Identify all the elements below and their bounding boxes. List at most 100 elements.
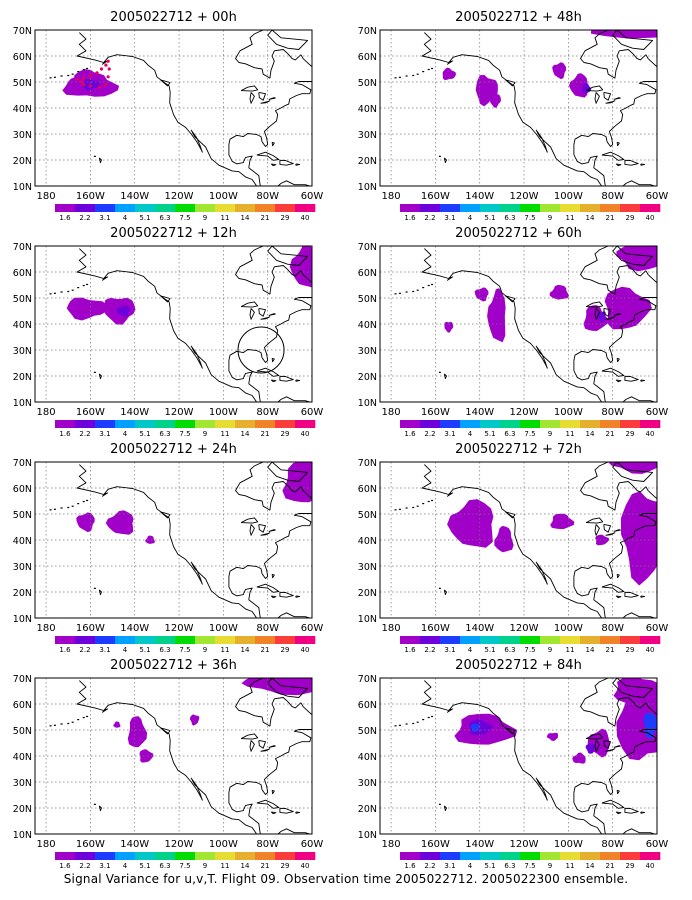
coastline <box>585 517 604 524</box>
colorbar-swatch <box>175 420 196 428</box>
colorbar-swatch <box>215 204 236 212</box>
coastline <box>93 371 96 374</box>
coastline <box>98 805 102 812</box>
colorbar-swatch <box>440 636 461 644</box>
lon-label: 100W <box>209 623 238 634</box>
colorbar-swatch <box>275 636 296 644</box>
target-circle <box>237 326 285 374</box>
colorbar-label: 3.1 <box>444 430 455 438</box>
colorbar-label: 1.6 <box>59 646 71 654</box>
colorbar-swatch <box>400 852 421 860</box>
coastline <box>271 789 275 795</box>
colorbar-swatch <box>115 852 136 860</box>
lat-label: 40N <box>358 752 377 763</box>
colorbar-swatch <box>420 420 441 428</box>
colorbar-swatch <box>115 420 136 428</box>
coastline <box>422 287 425 289</box>
coastline <box>235 678 302 727</box>
colorbar-label: 14 <box>586 646 595 654</box>
colorbar-label: 1.6 <box>404 646 416 654</box>
coastline <box>573 270 657 402</box>
coastline <box>394 725 397 727</box>
colorbar-label: 9 <box>548 430 552 438</box>
colorbar-label: 11 <box>221 862 230 870</box>
colorbar-label: 6.3 <box>504 214 515 222</box>
coastline <box>53 76 56 78</box>
lon-label: 180 <box>382 191 401 202</box>
variance-region <box>552 62 567 80</box>
colorbar-swatch <box>55 636 76 644</box>
colorbar-label: 4 <box>468 214 473 222</box>
coastline <box>71 289 74 291</box>
colorbar-swatch <box>195 636 216 644</box>
variance-region <box>66 297 107 321</box>
colorbar-swatch <box>560 636 581 644</box>
colorbar-label: 4 <box>468 862 473 870</box>
lat-label: 30N <box>358 130 377 141</box>
map-frame <box>34 29 313 187</box>
coastline <box>77 719 80 721</box>
lon-label: 160W <box>76 191 105 202</box>
panel-title: 2005022712 + 36h <box>110 658 237 673</box>
map-panel: 2005022712 + 12h 70N 60N 50N 40N 30N 20N 10N 180… <box>13 226 324 438</box>
colorbar-label: 1.6 <box>59 430 71 438</box>
coastline <box>601 799 625 809</box>
colorbar-swatch <box>640 204 661 212</box>
lon-label: 80W <box>601 191 624 202</box>
colorbar-label: 2.2 <box>79 646 90 654</box>
variance-region <box>282 462 312 503</box>
coastline <box>270 163 277 167</box>
colorbar-swatch <box>600 420 621 428</box>
coastline <box>240 517 259 524</box>
coastline <box>295 163 301 166</box>
coastline <box>443 157 447 164</box>
colorbar-swatch <box>620 636 641 644</box>
colorbar-label: 14 <box>586 430 595 438</box>
coastline <box>446 276 454 281</box>
coastline <box>594 524 600 536</box>
panel-title: 2005022712 + 24h <box>110 442 237 457</box>
coastline <box>431 67 434 70</box>
colorbar-label: 7.5 <box>524 646 535 654</box>
coastline <box>228 270 312 402</box>
flight-track-point <box>82 76 86 80</box>
map-panel: 2005022712 + 00h 70N 60N 50N 40N 30N 20N 10N 180… <box>13 10 324 222</box>
colorbar-label: 11 <box>221 430 230 438</box>
coastline <box>160 727 171 735</box>
coastline <box>656 509 657 513</box>
variance-region <box>546 732 558 741</box>
variance-region <box>145 535 155 544</box>
coastline <box>270 379 277 383</box>
coastline <box>412 290 415 293</box>
colorbar-swatch <box>195 204 216 212</box>
colorbar-swatch <box>75 852 96 860</box>
coastline <box>60 291 63 293</box>
map-panel: 2005022712 + 84h 70N 60N 50N 40N 30N 20N 10N 180… <box>358 658 669 870</box>
variance-region <box>105 510 134 535</box>
coastline <box>249 740 255 752</box>
colorbar-label: 5.1 <box>139 862 150 870</box>
colorbar-swatch <box>520 204 541 212</box>
lat-label: 60N <box>13 700 32 711</box>
coastline <box>398 292 401 294</box>
panel-title: 2005022712 + 00h <box>110 10 237 25</box>
lon-label: 120W <box>510 623 539 634</box>
figure: 2005022712 + 00h 70N 60N 50N 40N 30N 20N 10N 180… <box>13 10 669 870</box>
lat-label: 70N <box>358 26 377 37</box>
coastline <box>53 292 56 294</box>
variance-region <box>595 534 610 546</box>
colorbar-swatch <box>95 204 116 212</box>
lon-label: 140W <box>465 839 494 850</box>
lon-label: 140W <box>465 191 494 202</box>
coastline <box>438 803 441 806</box>
coastline <box>601 151 625 161</box>
flight-track-point <box>106 75 110 79</box>
colorbar-label: 21 <box>261 646 270 654</box>
panel-title: 2005022712 + 12h <box>110 226 237 241</box>
colorbar-label: 40 <box>646 646 655 654</box>
colorbar-swatch <box>580 636 601 644</box>
coastline <box>421 248 655 402</box>
colorbar-label: 5.1 <box>484 214 495 222</box>
lat-label: 40N <box>13 536 32 547</box>
map-panel: 2005022712 + 24h 70N 60N 50N 40N 30N 20N 10N 180… <box>13 442 324 654</box>
